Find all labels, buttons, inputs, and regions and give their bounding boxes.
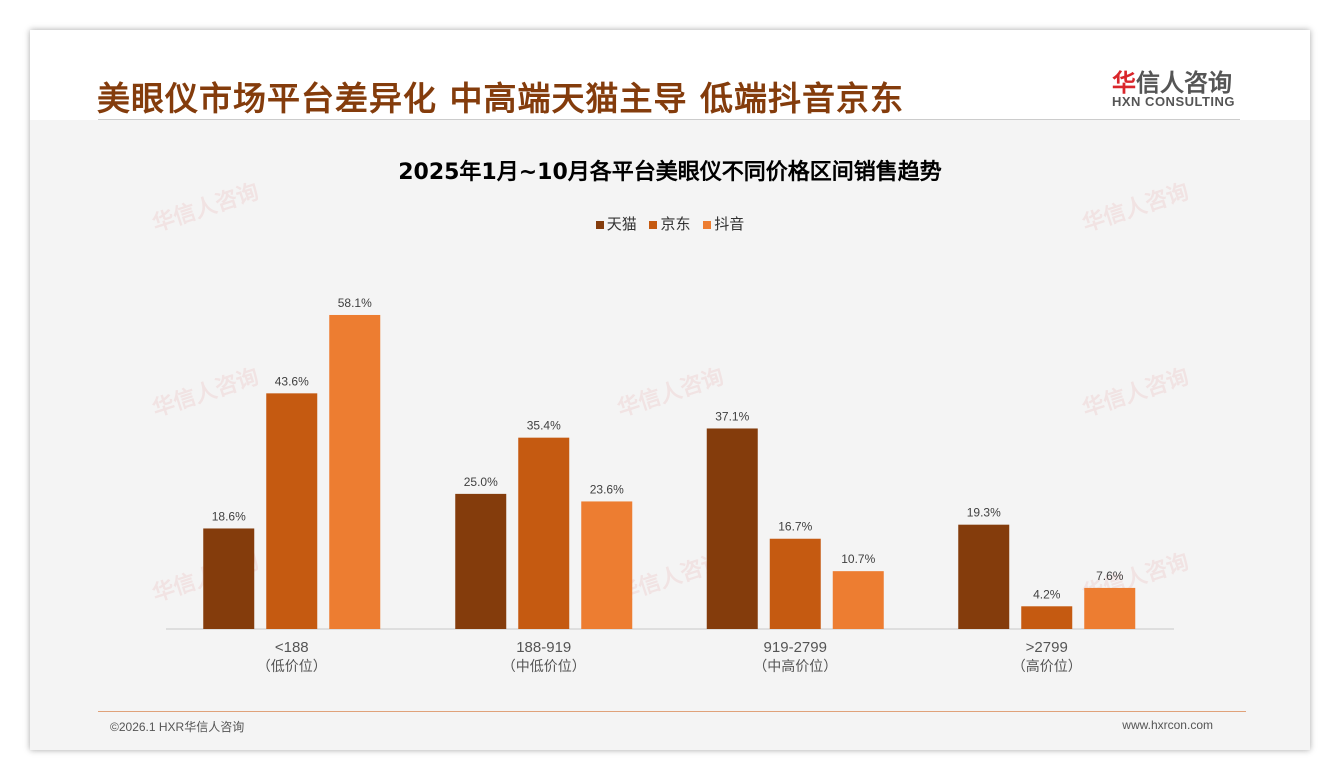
bar — [455, 493, 507, 629]
data-label: 10.7% — [841, 552, 875, 566]
header — [30, 30, 1310, 120]
bar — [581, 501, 633, 629]
logo-en: HXN CONSULTING — [1112, 94, 1236, 109]
bar — [518, 437, 570, 629]
data-label: 18.6% — [212, 509, 246, 523]
bar — [1021, 606, 1073, 629]
data-label: 7.6% — [1096, 569, 1124, 583]
data-label: 43.6% — [275, 374, 309, 388]
data-label: 4.2% — [1033, 587, 1061, 601]
data-label: 58.1% — [338, 296, 372, 310]
bar — [203, 528, 255, 629]
x-tick-sublabel: （低价位） — [257, 659, 327, 675]
bar-chart: 18.6% 43.6% 58.1% <188 （低价位） 25.0% 35.4% 23.6% 1… — [166, 296, 1174, 675]
x-tick-sublabel: （中高价位） — [753, 658, 837, 675]
data-label: 16.7% — [778, 520, 812, 534]
bar — [706, 428, 758, 629]
slide: 华信人咨询 华信人咨询 华信人咨询 华信人咨询 华信人咨询 华信人咨询 华信人咨… — [30, 30, 1310, 750]
x-tick-sublabel: （高价位） — [1012, 658, 1082, 675]
copyright: ©2026.1 HXR华信人咨询 — [110, 720, 245, 734]
legend: 天猫 京东 抖音 — [30, 213, 1310, 234]
bar — [958, 524, 1010, 629]
legend-item: 京东 — [649, 215, 691, 233]
bar — [266, 393, 318, 629]
footer-divider — [98, 711, 1246, 712]
bar — [769, 538, 821, 629]
legend-item: 天猫 — [595, 215, 637, 233]
page-title: 美眼仪市场平台差异化 中高端天猫主导 低端抖音京东 — [97, 79, 904, 118]
x-tick-sublabel: （中低价位） — [502, 659, 586, 675]
x-tick-label: <188 — [275, 639, 309, 656]
divider — [98, 119, 1240, 120]
bar — [1084, 587, 1136, 629]
bar — [832, 571, 884, 629]
data-label: 19.3% — [967, 506, 1001, 520]
logo: 华信人咨询 — [1112, 69, 1232, 97]
x-tick-label: >2799 — [1026, 639, 1068, 656]
legend-item: 抖音 — [703, 215, 744, 233]
x-tick-label: 919-2799 — [764, 639, 827, 656]
x-tick-label: 188-919 — [516, 639, 571, 656]
chart-title: 2025年1月~10月各平台美眼仪不同价格区间销售趋势 — [398, 160, 942, 185]
data-label: 25.0% — [464, 475, 498, 489]
bar — [329, 314, 381, 629]
website: www.hxrcon.com — [1122, 718, 1213, 732]
data-label: 37.1% — [715, 409, 749, 423]
data-label: 35.4% — [527, 419, 561, 433]
data-label: 23.6% — [590, 482, 624, 496]
